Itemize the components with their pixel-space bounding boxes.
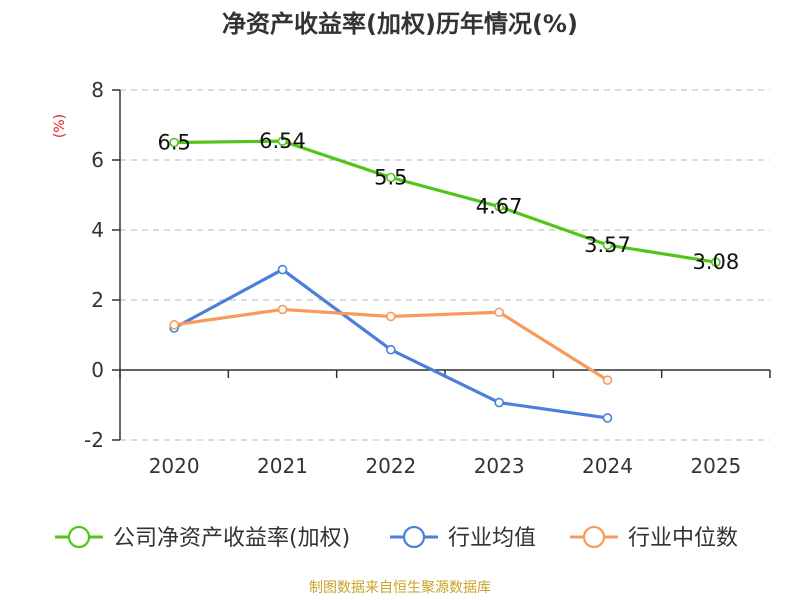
y-axis-unit-label: (%) [52,114,68,138]
data-label: 3.08 [692,250,739,274]
legend-label: 行业中位数 [628,526,738,551]
axes: -2 0 2 4 6 8 2020 2021 2022 2023 2024 2025 [84,78,771,478]
x-tick-label: 2023 [474,454,525,478]
series-line-0 [174,139,717,264]
series-layer [169,136,721,423]
data-label: 3.57 [584,233,631,257]
data-label: 6.5 [157,131,190,155]
data-point [277,136,288,146]
data-point [494,397,504,408]
data-point [169,137,179,148]
legend-label: 公司净资产收益率(加权) [113,526,350,551]
x-tick-label: 2022 [365,454,416,478]
data-labels: 6.5 6.54 5.5 4.67 3.57 3.08 [157,129,739,274]
data-point [386,311,396,322]
x-tick-label: 2024 [582,454,633,478]
x-tick-label: 2025 [690,454,741,478]
legend-marker [67,525,91,549]
data-point [494,307,504,318]
data-point [602,413,613,423]
data-point [386,172,396,183]
data-point [602,375,613,385]
data-point [277,304,288,315]
data-point [277,264,288,275]
y-tick-label: 4 [91,218,104,242]
legend[interactable]: 公司净资产收益率(加权) 行业均值 行业中位数 [55,525,738,551]
y-tick-label: -2 [84,428,104,452]
legend-item-0[interactable]: 公司净资产收益率(加权) [55,525,350,551]
x-tick-label: 2020 [149,454,200,478]
data-point [169,320,179,330]
chart-title: 净资产收益率(加权)历年情况(%) [222,10,578,38]
series-line-1 [173,267,608,420]
data-label: 5.5 [374,166,407,190]
legend-item-1[interactable]: 行业均值 [390,525,536,551]
data-point [602,240,613,250]
y-tick-label: 2 [91,288,104,312]
legend-item-2[interactable]: 行业中位数 [570,525,738,551]
data-label: 4.67 [476,195,523,219]
y-tick-label: 6 [91,148,104,172]
x-tick-label: 2021 [257,454,308,478]
legend-marker [582,525,606,549]
data-point [386,344,396,355]
data-label: 6.54 [259,129,306,153]
legend-label: 行业均值 [448,526,536,551]
legend-marker [402,525,426,549]
y-tick-label: 0 [91,358,104,382]
data-point [494,201,504,212]
data-point [711,257,721,268]
source-caption: 制图数据来自恒生聚源数据库 [309,580,491,596]
y-tick-label: 8 [91,78,104,102]
